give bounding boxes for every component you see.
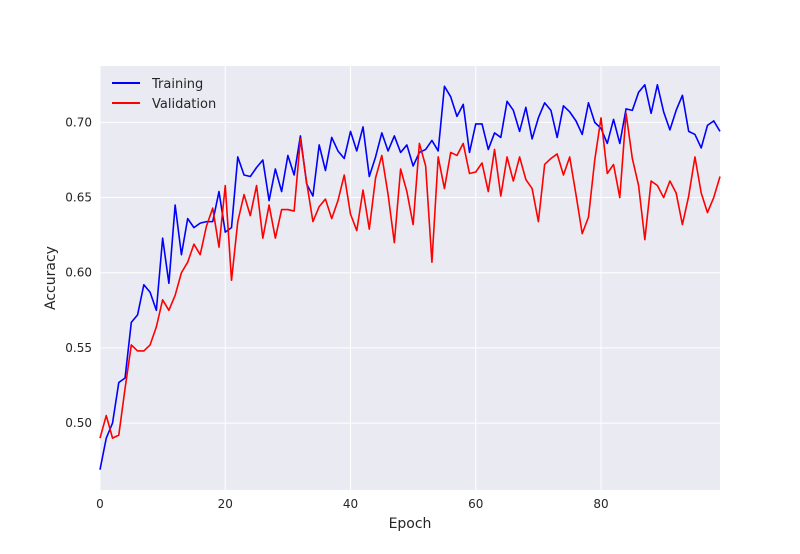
x-axis-label: Epoch xyxy=(389,516,432,532)
x-tick-label: 40 xyxy=(343,497,358,511)
series-line-training xyxy=(99,83,721,470)
y-tick-label: 0.70 xyxy=(65,115,92,129)
series-line-validation xyxy=(99,112,721,439)
grid xyxy=(99,66,720,490)
legend-label-validation: Validation xyxy=(152,97,216,112)
legend: Training Validation xyxy=(112,77,216,112)
x-tick-label: 80 xyxy=(593,497,608,511)
plot-background xyxy=(100,66,720,490)
y-tick-label: 0.50 xyxy=(65,416,92,430)
x-tick-label: 20 xyxy=(218,497,233,511)
x-tick-label: 0 xyxy=(96,497,104,511)
y-axis-label: Accuracy xyxy=(43,246,59,310)
series-lines xyxy=(99,83,721,470)
tick-labels: 0 20 40 60 80 0.50 0.55 0.60 0.65 0.70 xyxy=(65,115,608,511)
y-tick-label: 0.65 xyxy=(65,191,92,205)
y-tick-label: 0.55 xyxy=(65,341,92,355)
x-tick-label: 60 xyxy=(468,497,483,511)
legend-label-training: Training xyxy=(151,77,203,92)
y-tick-label: 0.60 xyxy=(65,266,92,280)
